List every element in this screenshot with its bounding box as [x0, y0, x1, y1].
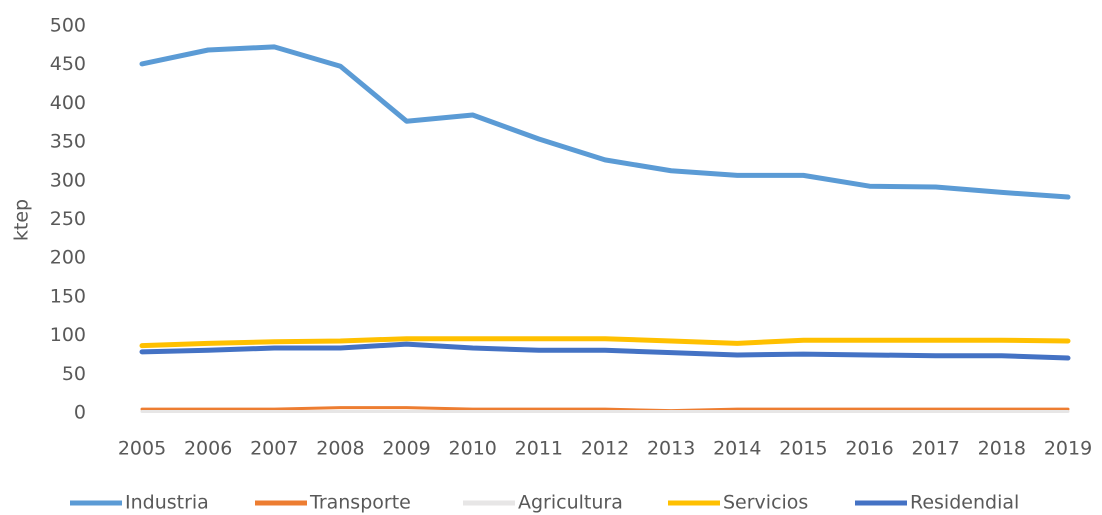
- y-tick-label: 200: [50, 247, 86, 269]
- y-tick-label: 450: [50, 53, 86, 75]
- legend-label: Servicios: [723, 492, 808, 514]
- y-tick-label: 400: [50, 92, 86, 114]
- y-tick-label: 0: [74, 402, 86, 424]
- line-series: [139, 44, 1071, 200]
- y-tick-label: 50: [62, 363, 86, 385]
- line-series: [139, 341, 1071, 361]
- line-series: [140, 406, 1070, 413]
- y-tick-label: 500: [50, 15, 86, 37]
- x-tick-label: 2008: [316, 438, 364, 460]
- legend-label: Industria: [125, 492, 209, 514]
- x-tick-label: 2006: [184, 438, 232, 460]
- x-tick-label: 2005: [118, 438, 166, 460]
- x-tick-label: 2017: [912, 438, 960, 460]
- y-tick-label: 150: [50, 285, 86, 307]
- x-tick-label: 2019: [1044, 438, 1092, 460]
- x-tick-label: 2011: [515, 438, 563, 460]
- x-tick-label: 2013: [647, 438, 695, 460]
- y-tick-label: 300: [50, 169, 86, 191]
- x-tick-label: 2009: [382, 438, 430, 460]
- legend-label: Residendial: [910, 492, 1019, 514]
- x-tick-label: 2014: [713, 438, 761, 460]
- y-tick-label: 350: [50, 131, 86, 153]
- x-tick-label: 2012: [581, 438, 629, 460]
- x-tick-label: 2007: [250, 438, 298, 460]
- x-tick-label: 2016: [845, 438, 893, 460]
- y-axis-label: ktep: [11, 199, 33, 241]
- x-tick-label: 2015: [779, 438, 827, 460]
- legend-label: Agricultura: [518, 492, 623, 514]
- legend-label: Transporte: [309, 492, 411, 514]
- x-tick-label: 2010: [449, 438, 497, 460]
- y-tick-label: 250: [50, 208, 86, 230]
- y-tick-label: 100: [50, 324, 86, 346]
- x-tick-label: 2018: [978, 438, 1026, 460]
- line-series: [139, 336, 1071, 349]
